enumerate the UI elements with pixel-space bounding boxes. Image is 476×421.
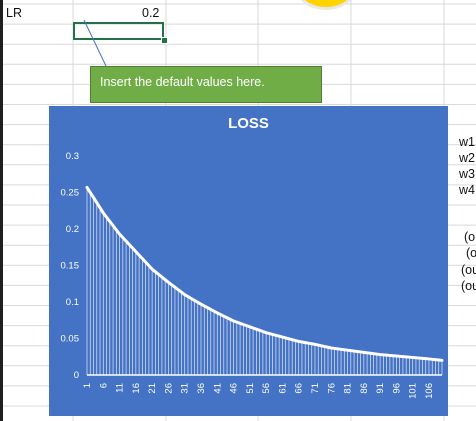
x-tick-label: 56	[261, 383, 272, 394]
x-tick-label: 66	[294, 383, 305, 394]
loss-chart[interactable]: LOSS 0 0.05 0.1 0.15 0.2 0.25 0.3 1 6 11 16 21 26 31 36…	[49, 106, 448, 416]
x-tick-label: 61	[277, 383, 288, 394]
x-tick-label: 16	[131, 383, 142, 394]
y-tick-label: 0.05	[61, 334, 80, 345]
x-tick-label: 31	[180, 383, 191, 394]
callout-text: Insert the default values here.	[100, 75, 265, 89]
x-tick-label: 11	[115, 383, 126, 393]
row-header-edge	[0, 0, 3, 421]
y-tick-label: 0.25	[61, 188, 80, 199]
callout-note[interactable]: Insert the default values here.	[90, 66, 322, 103]
y-tick-label: 0.1	[66, 297, 79, 308]
x-tick-label: 106	[424, 383, 435, 399]
right-text-7: (ou	[461, 263, 476, 277]
y-tick-label: 0.3	[66, 151, 79, 162]
x-tick-label: 76	[326, 383, 337, 394]
loss-series-line	[85, 185, 444, 362]
x-tick-label: 6	[98, 383, 109, 388]
right-text-3: w3	[459, 167, 475, 181]
right-text-2: w2	[459, 151, 475, 165]
y-tick-label: 0	[74, 370, 79, 381]
x-tick-label: 36	[196, 383, 207, 394]
x-tick-label: 1	[82, 383, 93, 388]
right-text-5: (o	[464, 230, 476, 244]
right-text-4: w4	[459, 183, 475, 197]
fill-handle[interactable]	[161, 37, 168, 44]
x-tick-label: 26	[163, 383, 174, 394]
x-tick-label: 101	[408, 383, 419, 399]
y-tick-label: 0.15	[61, 261, 80, 272]
x-tick-label: 91	[375, 383, 386, 394]
chart-title: LOSS	[228, 115, 269, 132]
selected-cell[interactable]	[73, 22, 164, 40]
x-tick-label: 51	[245, 383, 256, 394]
x-tick-label: 46	[229, 383, 240, 394]
right-text-6: (o	[466, 246, 476, 260]
x-tick-label: 96	[391, 383, 402, 394]
x-tick-label: 41	[212, 383, 223, 394]
x-tick-label: 71	[310, 383, 321, 394]
right-text-8: (ou	[461, 279, 476, 293]
right-text-1: w1	[459, 135, 475, 149]
y-tick-label: 0.2	[66, 224, 79, 235]
lr-label-cell[interactable]: LR	[6, 6, 22, 20]
x-tick-label: 81	[343, 383, 354, 394]
x-tick-label: 21	[147, 383, 158, 394]
x-tick-label: 86	[359, 383, 370, 394]
lr-value-cell[interactable]: 0.2	[142, 6, 160, 20]
